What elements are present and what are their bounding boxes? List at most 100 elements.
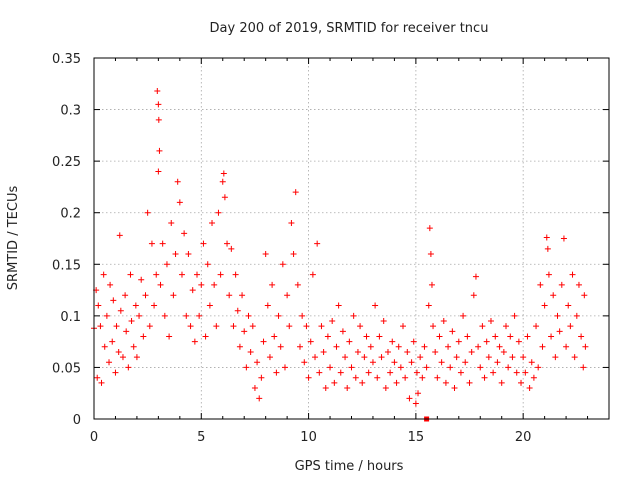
data-point xyxy=(107,281,114,288)
data-point xyxy=(348,364,355,371)
data-point xyxy=(346,338,353,345)
data-point xyxy=(204,261,211,268)
data-point xyxy=(312,354,319,361)
data-point xyxy=(535,364,542,371)
data-point xyxy=(119,354,126,361)
data-point xyxy=(526,385,533,392)
data-point xyxy=(249,323,256,330)
data-point xyxy=(266,354,273,361)
data-point xyxy=(113,323,120,330)
data-point xyxy=(567,323,574,330)
data-point xyxy=(148,240,155,247)
data-point xyxy=(292,189,299,196)
data-point xyxy=(509,354,516,361)
chart-title: Day 200 of 2019, SRMTID for receiver tnc… xyxy=(210,21,489,36)
data-point xyxy=(318,323,325,330)
data-point xyxy=(281,364,288,371)
data-point xyxy=(359,379,366,386)
data-point xyxy=(297,343,303,350)
data-point xyxy=(123,328,130,335)
data-point xyxy=(391,359,398,366)
data-point xyxy=(515,338,522,345)
data-points xyxy=(91,88,589,422)
data-point xyxy=(166,333,173,340)
data-point xyxy=(155,101,162,108)
data-point xyxy=(243,364,250,371)
data-point xyxy=(573,312,580,319)
data-point xyxy=(138,276,145,283)
data-point xyxy=(413,369,420,376)
data-point xyxy=(262,250,269,257)
data-point xyxy=(440,318,447,325)
data-point xyxy=(539,343,546,350)
data-point xyxy=(406,395,413,402)
data-point xyxy=(513,369,520,376)
data-point xyxy=(378,354,385,361)
data-point xyxy=(395,343,402,350)
data-point xyxy=(571,354,578,361)
data-point xyxy=(384,348,391,355)
data-point xyxy=(116,232,123,239)
data-point xyxy=(163,261,170,268)
data-point xyxy=(112,369,119,376)
data-point xyxy=(236,343,243,350)
data-point xyxy=(483,338,490,345)
data-point xyxy=(380,318,387,325)
y-tick-label: 0 xyxy=(73,413,81,428)
data-point xyxy=(174,178,181,185)
data-point xyxy=(329,318,336,325)
data-point xyxy=(372,302,379,309)
data-point xyxy=(434,374,441,381)
data-point xyxy=(284,292,291,299)
data-point xyxy=(451,385,458,392)
data-point xyxy=(136,312,143,319)
y-tick-label: 0.1 xyxy=(60,310,81,325)
data-point xyxy=(552,354,559,361)
data-point xyxy=(415,390,422,397)
data-point xyxy=(464,333,471,340)
data-point xyxy=(224,240,231,247)
data-point xyxy=(410,338,417,345)
data-point xyxy=(361,354,368,361)
data-point xyxy=(324,333,331,340)
data-point xyxy=(153,271,160,278)
x-axis-label: GPS time / hours xyxy=(295,459,404,474)
data-point xyxy=(100,271,107,278)
data-point xyxy=(438,359,445,366)
data-point xyxy=(357,323,364,330)
data-point xyxy=(449,328,456,335)
data-point xyxy=(290,250,297,257)
data-point xyxy=(110,297,117,304)
data-point xyxy=(533,323,540,330)
data-point xyxy=(161,312,168,319)
data-point xyxy=(251,385,258,392)
data-point xyxy=(417,354,424,361)
data-point xyxy=(354,348,361,355)
data-point xyxy=(339,328,346,335)
data-point xyxy=(127,271,134,278)
data-point xyxy=(303,323,310,330)
data-point xyxy=(176,199,183,206)
data-point xyxy=(408,359,415,366)
data-point xyxy=(507,333,514,340)
data-point xyxy=(363,333,370,340)
data-point xyxy=(455,338,462,345)
data-point xyxy=(155,168,162,175)
data-point xyxy=(168,220,175,227)
data-point xyxy=(428,281,435,288)
data-point xyxy=(277,343,284,350)
data-point xyxy=(264,302,271,309)
data-point xyxy=(569,271,576,278)
data-point xyxy=(286,323,293,330)
data-point xyxy=(130,343,137,350)
data-point xyxy=(530,374,537,381)
data-point xyxy=(426,225,433,232)
data-point xyxy=(582,343,589,350)
y-tick-label: 0.35 xyxy=(52,52,81,67)
data-point xyxy=(460,312,467,319)
data-point xyxy=(320,348,327,355)
data-point xyxy=(558,281,565,288)
data-point xyxy=(475,343,482,350)
data-point xyxy=(260,338,267,345)
data-point xyxy=(563,343,570,350)
